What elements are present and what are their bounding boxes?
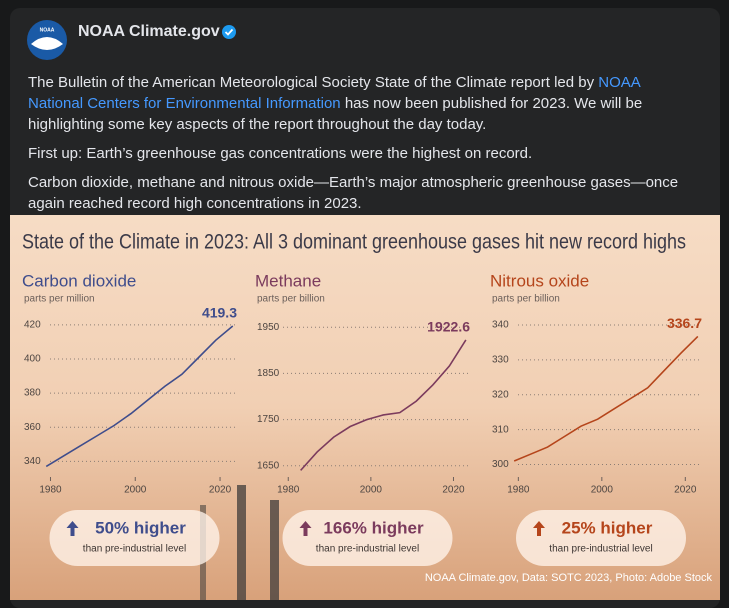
graphic-title: State of the Climate in 2023: All 3 domi… <box>22 231 686 254</box>
y-tick-label: 400 <box>24 354 41 365</box>
y-tick-label: 380 <box>24 388 41 399</box>
chart-subtitle: parts per billion <box>257 294 325 305</box>
chart-title: Carbon dioxide <box>22 271 136 290</box>
chart-title: Methane <box>255 271 321 290</box>
badge-text: 25% higher <box>562 518 653 537</box>
link[interactable]: NOAA National Centers for Environmental … <box>28 74 640 112</box>
x-tick-label: 1980 <box>277 485 300 496</box>
data-line <box>300 339 467 471</box>
y-tick-label: 1750 <box>257 414 280 425</box>
chart-subtitle: parts per million <box>24 294 95 305</box>
y-tick-label: 310 <box>492 424 509 435</box>
x-tick-label: 2000 <box>591 485 614 496</box>
y-tick-label: 420 <box>24 319 41 330</box>
x-tick-label: 2000 <box>124 485 147 496</box>
author[interactable]: NOAA Climate.gov <box>78 23 220 40</box>
value-label: 336.7 <box>667 315 702 331</box>
data-line <box>513 335 699 462</box>
badge-arrow <box>66 521 79 536</box>
badge <box>516 510 686 566</box>
verified-badge <box>222 25 236 39</box>
value-label: 419.3 <box>202 305 237 321</box>
post-text: The Bulletin of the American Meteorologi… <box>28 72 698 222</box>
logo-text: NOAA <box>40 27 55 33</box>
x-tick-label: 2020 <box>209 485 232 496</box>
paragraph: The Bulletin of the American Meteorologi… <box>28 72 698 135</box>
badge-arrow <box>299 521 312 536</box>
y-tick-label: 1850 <box>257 368 280 379</box>
x-tick-label: 1980 <box>507 485 530 496</box>
y-tick-label: 340 <box>24 456 41 467</box>
x-tick-label: 1980 <box>39 485 62 496</box>
badge-arrow <box>533 521 545 536</box>
value-label: 1922.6 <box>427 319 470 335</box>
credit: NOAA Climate.gov, Data: SOTC 2023, Photo… <box>425 572 713 584</box>
badge <box>282 510 453 566</box>
smokestack <box>270 500 279 600</box>
x-tick-label: 2020 <box>442 485 465 496</box>
paragraph: Carbon dioxide, methane and nitrous oxid… <box>28 174 679 212</box>
data-line <box>45 325 234 468</box>
badge-note: than pre-industrial level <box>316 544 419 555</box>
y-tick-label: 320 <box>492 389 509 400</box>
text: The Bulletin of the American Meteorologi… <box>28 74 599 91</box>
logo-bird <box>31 37 63 50</box>
badge-note: than pre-industrial level <box>549 544 652 555</box>
verified-check <box>224 28 234 36</box>
text: has now been published for 2023. We will… <box>28 95 643 133</box>
y-tick-label: 1650 <box>257 460 280 471</box>
chart-title: Nitrous oxide <box>490 271 589 290</box>
badge-note: than pre-industrial level <box>83 544 186 555</box>
badge <box>49 510 220 566</box>
y-tick-label: 1950 <box>257 322 280 333</box>
y-tick-label: 360 <box>24 422 41 433</box>
badge-text: 166% higher <box>323 518 424 537</box>
chart-subtitle: parts per billion <box>492 294 560 305</box>
smokestack <box>237 485 246 600</box>
y-tick-label: 330 <box>492 355 509 366</box>
y-tick-label: 300 <box>492 459 509 470</box>
x-tick-label: 2000 <box>360 485 383 496</box>
badge-text: 50% higher <box>95 518 186 537</box>
y-tick-label: 340 <box>492 320 509 331</box>
x-tick-label: 2020 <box>674 485 697 496</box>
paragraph: First up: Earth’s greenhouse gas concent… <box>28 145 533 162</box>
